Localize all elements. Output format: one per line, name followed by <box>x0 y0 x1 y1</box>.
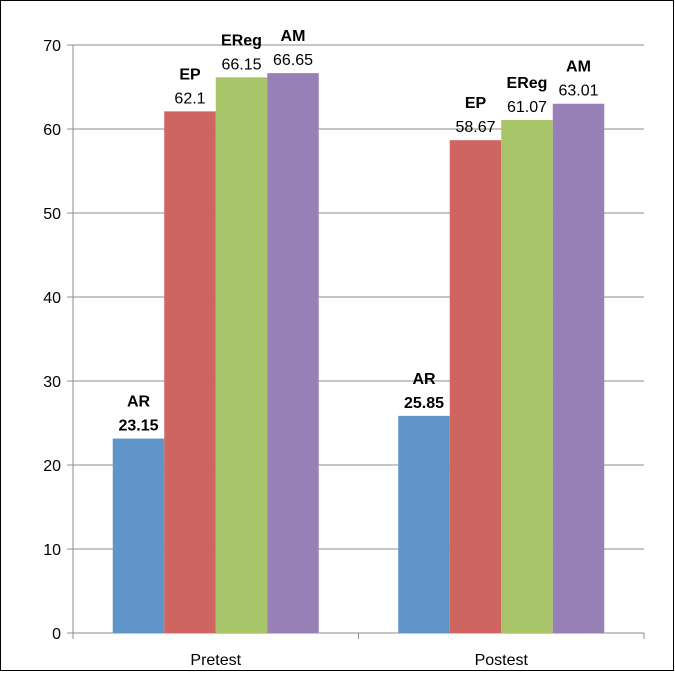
data-label: 66.65 <box>273 52 313 69</box>
series-tag-label: AM <box>281 28 306 45</box>
series-tag-label: AR <box>127 394 151 411</box>
series-tag-label: EReg <box>221 32 262 49</box>
x-tick-label: Postest <box>475 652 529 669</box>
bar-am-postest <box>552 103 605 633</box>
data-label: 62.1 <box>174 90 205 107</box>
bar-ereg-postest <box>501 120 553 633</box>
bars <box>112 73 605 634</box>
data-label: 61.07 <box>507 99 547 116</box>
series-tag-label: AR <box>412 371 436 388</box>
y-tick-label: 60 <box>43 122 61 139</box>
series-tag-label: AM <box>566 59 591 76</box>
y-tick-label: 30 <box>43 374 61 391</box>
series-tag-label: EP <box>465 95 487 112</box>
y-tick-label: 70 <box>43 38 61 55</box>
series-tag-label: EReg <box>507 75 548 92</box>
bar-ar-pretest <box>112 438 165 633</box>
bar-ep-postest <box>449 140 502 633</box>
bar-ar-postest <box>398 415 450 633</box>
bar-ereg-pretest <box>215 77 268 634</box>
y-tick-label: 10 <box>43 542 61 559</box>
y-tick-label: 50 <box>43 206 61 223</box>
series-tag-label: EP <box>179 66 201 83</box>
bar-am-pretest <box>267 73 319 633</box>
data-label: 25.85 <box>404 395 444 412</box>
data-labels: AR 23.15 AR 25.85 EP 62.1 EP 58.67 EReg 66.15 EReg… <box>118 28 598 434</box>
data-label: 63.01 <box>558 83 598 100</box>
y-tick-label: 20 <box>43 458 61 475</box>
x-tick-label: Pretest <box>190 652 241 669</box>
data-label: 23.15 <box>118 418 158 435</box>
y-tick-label: 40 <box>43 290 61 307</box>
bar-ep-pretest <box>164 111 216 634</box>
data-label: 58.67 <box>455 119 495 136</box>
data-label: 66.15 <box>221 56 261 73</box>
y-tick-label: 0 <box>52 626 61 643</box>
